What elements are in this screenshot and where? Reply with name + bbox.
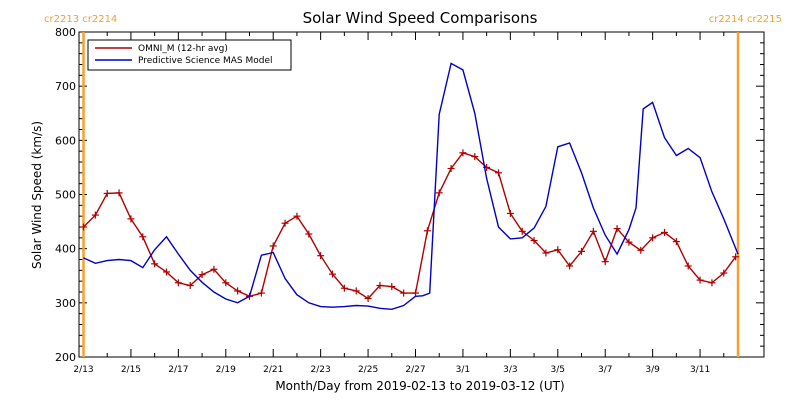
data-point-omni [186, 282, 194, 289]
legend-box [87, 39, 292, 71]
legend: OMNI_M (12-hr avg) Predictive Science MA… [87, 39, 292, 71]
y-axis-label: Solar Wind Speed (km/s) [30, 121, 44, 269]
y-tick-label: 400 [55, 243, 76, 256]
x-tick-label: 2/21 [263, 365, 283, 375]
data-point-omni [720, 269, 728, 277]
data-point-omni [103, 189, 111, 197]
x-tick-label: 2/13 [73, 365, 93, 375]
legend-label-omni: OMNI_M (12-hr avg) [138, 44, 228, 54]
data-point-omni [447, 165, 455, 172]
data-point-omni [293, 212, 301, 220]
x-tick-label: 2/19 [216, 365, 236, 375]
data-point-omni [708, 279, 716, 287]
data-point-omni [400, 289, 408, 297]
data-point-omni [412, 289, 419, 297]
y-tick-label: 500 [55, 189, 76, 202]
x-tick-label: 3/5 [551, 365, 565, 375]
x-tick-label: 3/11 [690, 365, 710, 375]
data-point-omni [530, 237, 538, 245]
data-point-omni [210, 265, 218, 273]
y-tick-label: 800 [55, 26, 76, 39]
data-point-omni [91, 211, 99, 219]
data-point-omni [589, 227, 597, 235]
chart-title: Solar Wind Speed Comparisons [303, 9, 538, 27]
x-tick-label: 2/27 [405, 365, 425, 375]
data-point-omni [376, 282, 384, 289]
data-point-omni [388, 283, 396, 291]
data-point-omni [305, 230, 313, 238]
data-point-omni [696, 276, 704, 284]
data-point-omni [281, 219, 289, 227]
series-line-mas [83, 62, 739, 311]
data-point-omni [423, 227, 431, 235]
data-point-omni [601, 258, 609, 266]
plot-area [80, 32, 740, 357]
data-point-omni [518, 227, 526, 235]
data-point-omni [352, 287, 360, 295]
data-point-omni [672, 238, 680, 246]
data-point-omni [471, 153, 479, 161]
data-point-omni [625, 238, 633, 246]
data-point-omni [637, 246, 645, 254]
rotation-label-left: cr2213 cr2214 [44, 14, 117, 25]
data-point-omni [554, 246, 562, 254]
rotation-label-right: cr2214 cr2215 [709, 14, 782, 25]
axis-ticks: 200 300 400 500 600 700 800 2/13 2/15 2/17 2/19 2/2… [55, 26, 764, 375]
x-tick-label: 2/17 [168, 365, 188, 375]
data-point-omni [566, 262, 574, 270]
data-point-omni [613, 225, 621, 233]
x-tick-label: 3/1 [456, 365, 470, 375]
data-point-omni [234, 287, 242, 295]
data-point-omni [732, 253, 740, 261]
x-tick-label: 2/15 [121, 365, 141, 375]
y-tick-label: 300 [55, 297, 76, 310]
data-point-omni [269, 242, 277, 250]
data-point-omni [340, 284, 348, 292]
y-tick-label: 700 [55, 80, 76, 93]
data-point-omni [317, 252, 325, 260]
data-point-omni [174, 279, 182, 287]
data-point-omni [163, 268, 170, 276]
data-point-omni [222, 279, 230, 287]
data-point-omni [578, 247, 585, 255]
y-tick-label: 600 [55, 134, 76, 147]
data-point-omni [198, 271, 206, 279]
x-axis-label: Month/Day from 2019-02-13 to 2019-03-12 … [275, 379, 564, 393]
data-point-omni [506, 209, 514, 217]
data-point-omni [435, 189, 443, 197]
legend-label-mas: Predictive Science MAS Model [138, 56, 273, 66]
data-point-omni [257, 289, 265, 297]
data-point-omni [495, 169, 502, 177]
y-tick-label: 200 [55, 351, 76, 364]
x-tick-label: 3/9 [645, 365, 660, 375]
data-point-omni [364, 295, 372, 302]
data-point-omni [459, 149, 467, 157]
data-point-omni [542, 249, 550, 257]
x-tick-label: 3/3 [503, 365, 517, 375]
data-point-omni [649, 234, 657, 242]
chart-frame [78, 31, 765, 358]
data-point-omni [139, 233, 147, 241]
data-point-omni [115, 189, 123, 197]
data-point-omni [80, 223, 87, 231]
plot-border [78, 31, 765, 358]
x-tick-label: 3/7 [598, 365, 612, 375]
x-tick-label: 2/25 [358, 365, 378, 375]
data-point-omni [661, 228, 668, 236]
data-point-omni [127, 215, 135, 223]
x-tick-label: 2/23 [311, 365, 331, 375]
data-point-omni [151, 260, 159, 268]
data-point-omni [329, 270, 336, 278]
data-point-omni [684, 262, 692, 270]
series-line-omni [83, 151, 737, 300]
